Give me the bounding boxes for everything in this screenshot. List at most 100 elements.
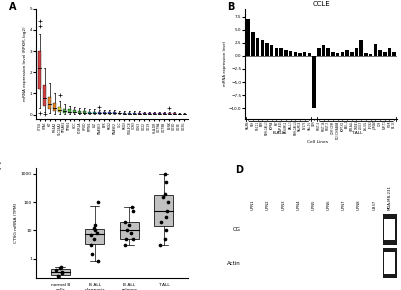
Text: Actin: Actin [227, 260, 241, 266]
Point [95, 200, 101, 204]
Bar [108, 113, 111, 114]
Bar [350, 52, 354, 56]
Bar [322, 46, 325, 56]
Bar [312, 56, 316, 108]
Bar [88, 112, 91, 114]
Point [53, 268, 59, 272]
Bar [338, 252, 350, 274]
Bar [336, 53, 339, 56]
Point [162, 172, 168, 176]
Text: D: D [235, 165, 243, 175]
Point [89, 251, 95, 256]
Bar [128, 113, 131, 114]
Bar [48, 97, 51, 109]
Bar [364, 53, 368, 56]
Bar [173, 113, 176, 114]
Point [124, 228, 130, 233]
Text: MDA-MB-231: MDA-MB-231 [387, 186, 391, 211]
Point [59, 269, 65, 274]
Bar [73, 110, 76, 113]
Title: CCLE: CCLE [312, 1, 330, 7]
Bar [294, 52, 297, 56]
Bar [256, 37, 259, 56]
Bar [289, 51, 292, 56]
Point [91, 226, 97, 231]
Point [94, 259, 101, 264]
Bar [113, 113, 116, 114]
Text: A: A [9, 2, 16, 12]
Text: Cell Lines: Cell Lines [307, 140, 328, 144]
Bar [279, 48, 283, 56]
Bar [93, 112, 96, 114]
Bar [103, 112, 106, 114]
Point [160, 195, 166, 200]
Point [122, 220, 128, 224]
Point [128, 231, 134, 235]
Bar [85, 229, 104, 244]
Text: UPN8: UPN8 [357, 200, 361, 211]
Bar [168, 113, 171, 114]
Text: UPN4: UPN4 [296, 200, 300, 211]
Bar [323, 219, 334, 240]
Bar [138, 113, 141, 114]
Bar [246, 19, 250, 56]
Bar [68, 109, 71, 113]
Bar [51, 269, 70, 275]
Bar [353, 252, 365, 274]
Text: B: B [227, 2, 235, 12]
Point [91, 223, 98, 228]
Bar [378, 50, 382, 56]
Point [122, 243, 128, 247]
Bar [369, 252, 380, 274]
Bar [340, 52, 344, 56]
Bar [118, 113, 121, 114]
Point [163, 180, 169, 185]
Bar [381, 214, 383, 245]
Bar [345, 50, 349, 56]
Point [164, 209, 171, 213]
Bar [83, 111, 86, 113]
Text: CG: CG [233, 227, 241, 232]
Bar [284, 50, 288, 56]
Bar [63, 109, 66, 113]
Bar [393, 52, 396, 56]
Bar [369, 54, 373, 56]
Bar [98, 112, 101, 114]
Point [87, 243, 94, 247]
Y-axis label: CTSG mRNA (TPM): CTSG mRNA (TPM) [14, 203, 18, 244]
Bar [331, 52, 335, 56]
Bar [298, 53, 302, 56]
Bar [143, 113, 146, 114]
Text: UPN2: UPN2 [266, 200, 270, 211]
Text: UPN1: UPN1 [251, 200, 255, 211]
Y-axis label: mRNA expression level: mRNA expression level [223, 41, 227, 86]
Point [163, 215, 170, 219]
Text: U937: U937 [372, 200, 376, 211]
Bar [262, 252, 274, 274]
Bar [78, 111, 81, 113]
Point [162, 237, 169, 241]
Bar [382, 248, 397, 278]
Point [163, 228, 169, 233]
Bar [293, 252, 304, 274]
Point [55, 273, 61, 278]
Bar [277, 219, 289, 240]
Bar [261, 40, 264, 56]
Bar [384, 252, 395, 274]
Bar [43, 85, 46, 106]
Bar [359, 40, 363, 56]
Bar [303, 52, 306, 56]
Bar [58, 106, 61, 113]
Bar [277, 252, 289, 274]
Point [130, 209, 136, 213]
Bar [308, 252, 319, 274]
Bar [247, 252, 259, 274]
Text: UPN7: UPN7 [342, 200, 346, 211]
Bar [326, 48, 330, 56]
Bar [308, 53, 311, 56]
Text: UPN6: UPN6 [327, 200, 331, 211]
Point [158, 220, 165, 224]
Point [156, 243, 163, 247]
Point [58, 265, 65, 269]
Bar [383, 52, 387, 56]
